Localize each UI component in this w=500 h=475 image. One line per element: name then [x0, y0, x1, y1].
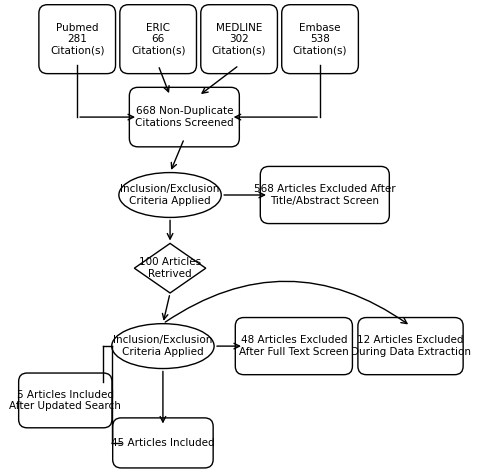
- Text: ERIC
66
Citation(s): ERIC 66 Citation(s): [131, 23, 186, 56]
- FancyBboxPatch shape: [282, 5, 358, 74]
- Text: 5 Articles Included
After Updated Search: 5 Articles Included After Updated Search: [10, 390, 121, 411]
- FancyBboxPatch shape: [120, 5, 196, 74]
- Text: 48 Articles Excluded
After Full Text Screen: 48 Articles Excluded After Full Text Scr…: [239, 335, 348, 357]
- Ellipse shape: [119, 172, 221, 218]
- FancyBboxPatch shape: [236, 318, 352, 375]
- Text: 45 Articles Included: 45 Articles Included: [111, 438, 214, 448]
- Text: 100 Articles
Retrived: 100 Articles Retrived: [139, 257, 201, 279]
- FancyBboxPatch shape: [201, 5, 278, 74]
- Text: MEDLINE
302
Citation(s): MEDLINE 302 Citation(s): [212, 23, 266, 56]
- FancyBboxPatch shape: [130, 87, 240, 147]
- Text: Pubmed
281
Citation(s): Pubmed 281 Citation(s): [50, 23, 104, 56]
- Text: Inclusion/Exclusion
Criteria Applied: Inclusion/Exclusion Criteria Applied: [113, 335, 212, 357]
- Ellipse shape: [112, 323, 214, 369]
- FancyBboxPatch shape: [112, 418, 213, 468]
- FancyBboxPatch shape: [18, 373, 112, 428]
- Text: 568 Articles Excluded After
Title/Abstract Screen: 568 Articles Excluded After Title/Abstra…: [254, 184, 396, 206]
- FancyBboxPatch shape: [260, 166, 390, 224]
- FancyBboxPatch shape: [39, 5, 116, 74]
- FancyBboxPatch shape: [358, 318, 463, 375]
- Text: 668 Non-Duplicate
Citations Screened: 668 Non-Duplicate Citations Screened: [135, 106, 234, 128]
- Polygon shape: [134, 243, 206, 293]
- Text: 12 Articles Excluded
During Data Extraction: 12 Articles Excluded During Data Extract…: [350, 335, 470, 357]
- Text: Embase
538
Citation(s): Embase 538 Citation(s): [293, 23, 348, 56]
- Text: Inclusion/Exclusion
Criteria Applied: Inclusion/Exclusion Criteria Applied: [120, 184, 220, 206]
